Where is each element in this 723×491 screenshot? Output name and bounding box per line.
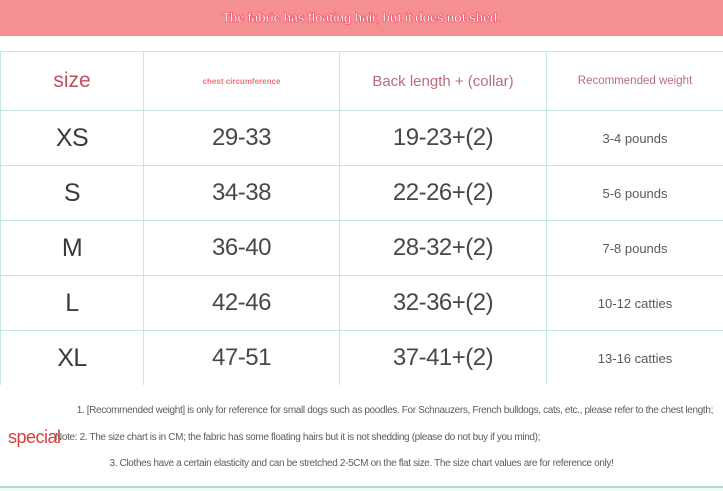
chest-value: 29-33 [143, 110, 340, 166]
chest-value: 47-51 [143, 330, 340, 386]
table-row-xs: XS 29-33 19-23+(2) 3-4 pounds [0, 110, 723, 166]
special-label: special [8, 427, 61, 447]
footnote-2: Note: 2. The size chart is in CM; the fa… [55, 432, 541, 443]
table-row-s: S 34-38 22-26+(2) 5-6 pounds [0, 165, 723, 221]
back-value: 37-41+(2) [339, 330, 547, 386]
banner-text: The fabric has floating hair, but it doe… [222, 11, 501, 26]
bottom-divider [0, 486, 723, 491]
size-value: S [0, 165, 144, 221]
size-value: M [0, 220, 144, 276]
back-value: 32-36+(2) [339, 275, 547, 331]
column-header-size: size [0, 51, 144, 111]
weight-value: 5-6 pounds [546, 165, 723, 221]
table-row-m: M 36-40 28-32+(2) 7-8 pounds [0, 220, 723, 276]
chest-value: 42-46 [143, 275, 340, 331]
weight-value: 3-4 pounds [546, 110, 723, 166]
column-header-recommended-weight: Recommended weight [546, 51, 723, 111]
size-chart-table: size chest circumference Back length + (… [0, 51, 723, 386]
column-header-chest-circumference: chest circumference [143, 51, 340, 111]
column-header-back-length: Back length + (collar) [339, 51, 547, 111]
footnote-1: 1. [Recommended weight] is only for refe… [76, 405, 714, 416]
table-row-xl: XL 47-51 37-41+(2) 13-16 catties [0, 330, 723, 386]
weight-value: 7-8 pounds [546, 220, 723, 276]
chest-value: 36-40 [143, 220, 340, 276]
footnotes-section: special 1. [Recommended weight] is only … [0, 385, 723, 486]
size-value: XS [0, 110, 144, 166]
back-value: 19-23+(2) [339, 110, 547, 166]
footnote-3: 3. Clothes have a certain elasticity and… [109, 458, 614, 469]
size-value: XL [0, 330, 144, 386]
weight-value: 13-16 catties [546, 330, 723, 386]
size-value: L [0, 275, 144, 331]
table-row-l: L 42-46 32-36+(2) 10-12 catties [0, 275, 723, 331]
top-banner: The fabric has floating hair, but it doe… [0, 0, 723, 36]
chest-value: 34-38 [143, 165, 340, 221]
weight-value: 10-12 catties [546, 275, 723, 331]
back-value: 28-32+(2) [339, 220, 547, 276]
back-value: 22-26+(2) [339, 165, 547, 221]
table-header-row: size chest circumference Back length + (… [0, 51, 723, 111]
